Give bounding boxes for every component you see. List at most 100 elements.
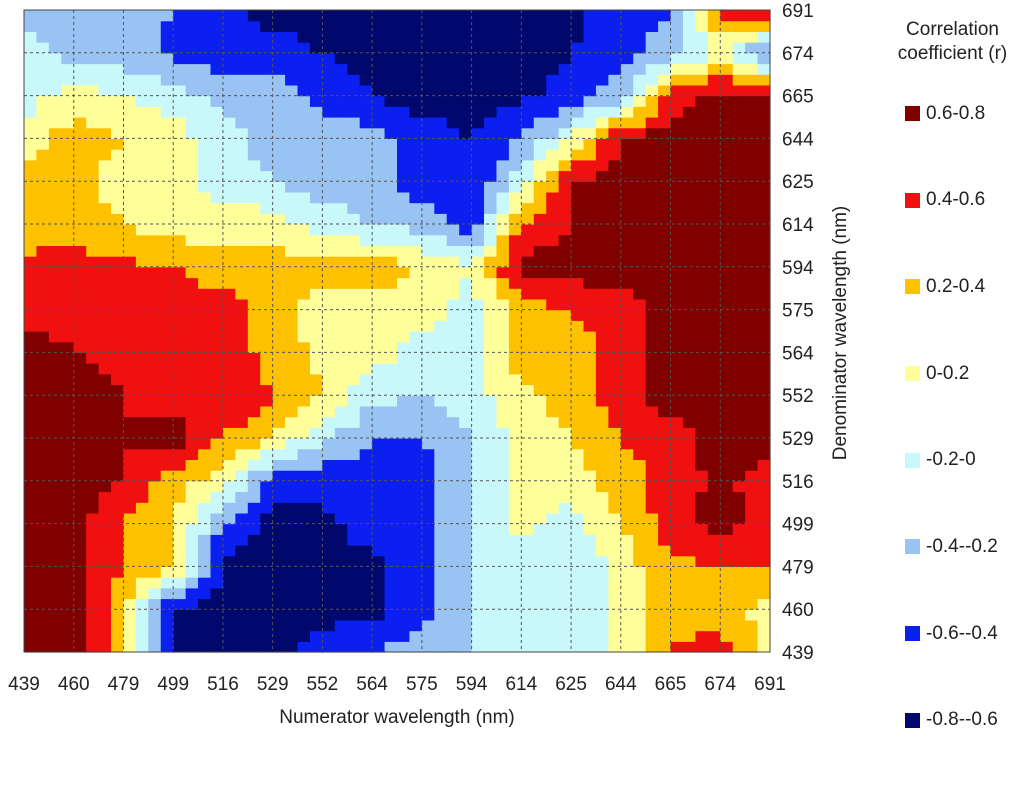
heatmap-cell [558,10,572,22]
legend-item: -0.6--0.4 [885,620,1020,647]
heatmap-cell [508,555,522,567]
heatmap-cell [471,641,485,653]
heatmap-cell [745,42,759,54]
heatmap-cell [86,10,100,22]
heatmap-cell [160,320,174,332]
heatmap-cell [347,619,361,632]
heatmap-cell [508,309,522,321]
heatmap-cell [583,52,597,65]
heatmap-cell [86,534,100,546]
heatmap-cell [98,213,112,225]
heatmap-cell [210,363,224,375]
heatmap-cell [235,491,249,503]
heatmap-cell [446,117,460,129]
heatmap-cell [633,331,647,343]
heatmap-cell [334,52,348,65]
heatmap-cell [521,52,535,65]
heatmap-cell [297,52,311,65]
heatmap-cell [61,491,75,503]
heatmap-cell [198,95,212,107]
heatmap-cell [210,352,224,364]
heatmap-cell [658,395,672,407]
heatmap-cell [496,395,510,407]
heatmap-cell [608,523,622,535]
heatmap-cell [421,491,435,503]
heatmap-cell [595,191,609,204]
heatmap-cell [583,545,597,557]
heatmap-cell [658,224,672,236]
heatmap-cell [633,10,647,22]
heatmap-cell [409,234,423,246]
heatmap-cell [421,95,435,107]
heatmap-cell [695,619,709,632]
heatmap-cell [297,245,311,257]
heatmap-cell [484,512,498,525]
heatmap-cell [459,52,473,65]
heatmap-cell [73,181,87,193]
heatmap-cell [24,341,38,353]
heatmap-cell [210,106,224,118]
heatmap-cell [24,266,38,279]
heatmap-cell [123,502,137,514]
heatmap-cell [185,427,199,439]
heatmap-cell [546,577,560,589]
heatmap-cell [633,341,647,353]
heatmap-cell [272,309,286,321]
heatmap-cell [682,405,696,418]
heatmap-cell [148,191,162,204]
heatmap-cell [546,213,560,225]
heatmap-cell [198,598,212,610]
heatmap-cell [123,149,137,161]
heatmap-cell [247,395,261,407]
heatmap-cell [123,127,137,139]
heatmap-cell [459,191,473,204]
heatmap-cell [210,256,224,268]
heatmap-cell [521,202,535,214]
heatmap-cell [409,149,423,161]
heatmap-cell [285,320,299,332]
heatmap-cell [73,395,87,407]
heatmap-cell [347,405,361,418]
heatmap-cell [720,245,734,257]
heatmap-cell [446,630,460,642]
heatmap-cell [73,42,87,54]
heatmap-cell [123,459,137,471]
heatmap-cell [757,127,771,139]
y-axis-ticks: 4394604794995165295525645755946146256446… [782,1,814,664]
heatmap-cell [595,363,609,375]
heatmap-cell [720,106,734,118]
heatmap-cell [484,298,498,311]
heatmap-cell [409,106,423,118]
heatmap-cell [111,598,125,610]
legend-label: -0.2-0 [926,449,976,471]
y-tick-label: 691 [782,1,814,22]
heatmap-cell [173,438,187,450]
heatmap-cell [36,95,50,107]
heatmap-cell [272,127,286,139]
heatmap-cell [73,52,87,65]
heatmap-cell [571,10,585,22]
heatmap-cell [707,566,721,578]
heatmap-cell [546,373,560,386]
heatmap-cell [508,277,522,289]
heatmap-cell [645,459,659,471]
heatmap-cell [533,566,547,578]
heatmap-cell [359,42,373,54]
heatmap-cell [173,641,187,653]
heatmap-cell [123,170,137,182]
heatmap-cell [558,512,572,525]
heatmap-cell [446,373,460,386]
heatmap-cell [123,384,137,396]
heatmap-cell [571,170,585,182]
heatmap-cell [459,10,473,22]
heatmap-cell [595,288,609,300]
heatmap-cell [148,266,162,279]
heatmap-cell [682,352,696,364]
heatmap-cell [409,502,423,514]
heatmap-cell [546,298,560,311]
heatmap-cell [372,534,386,546]
heatmap-cell [521,512,535,525]
heatmap-cell [533,448,547,460]
heatmap-cell [260,480,274,493]
heatmap-cell [160,438,174,450]
